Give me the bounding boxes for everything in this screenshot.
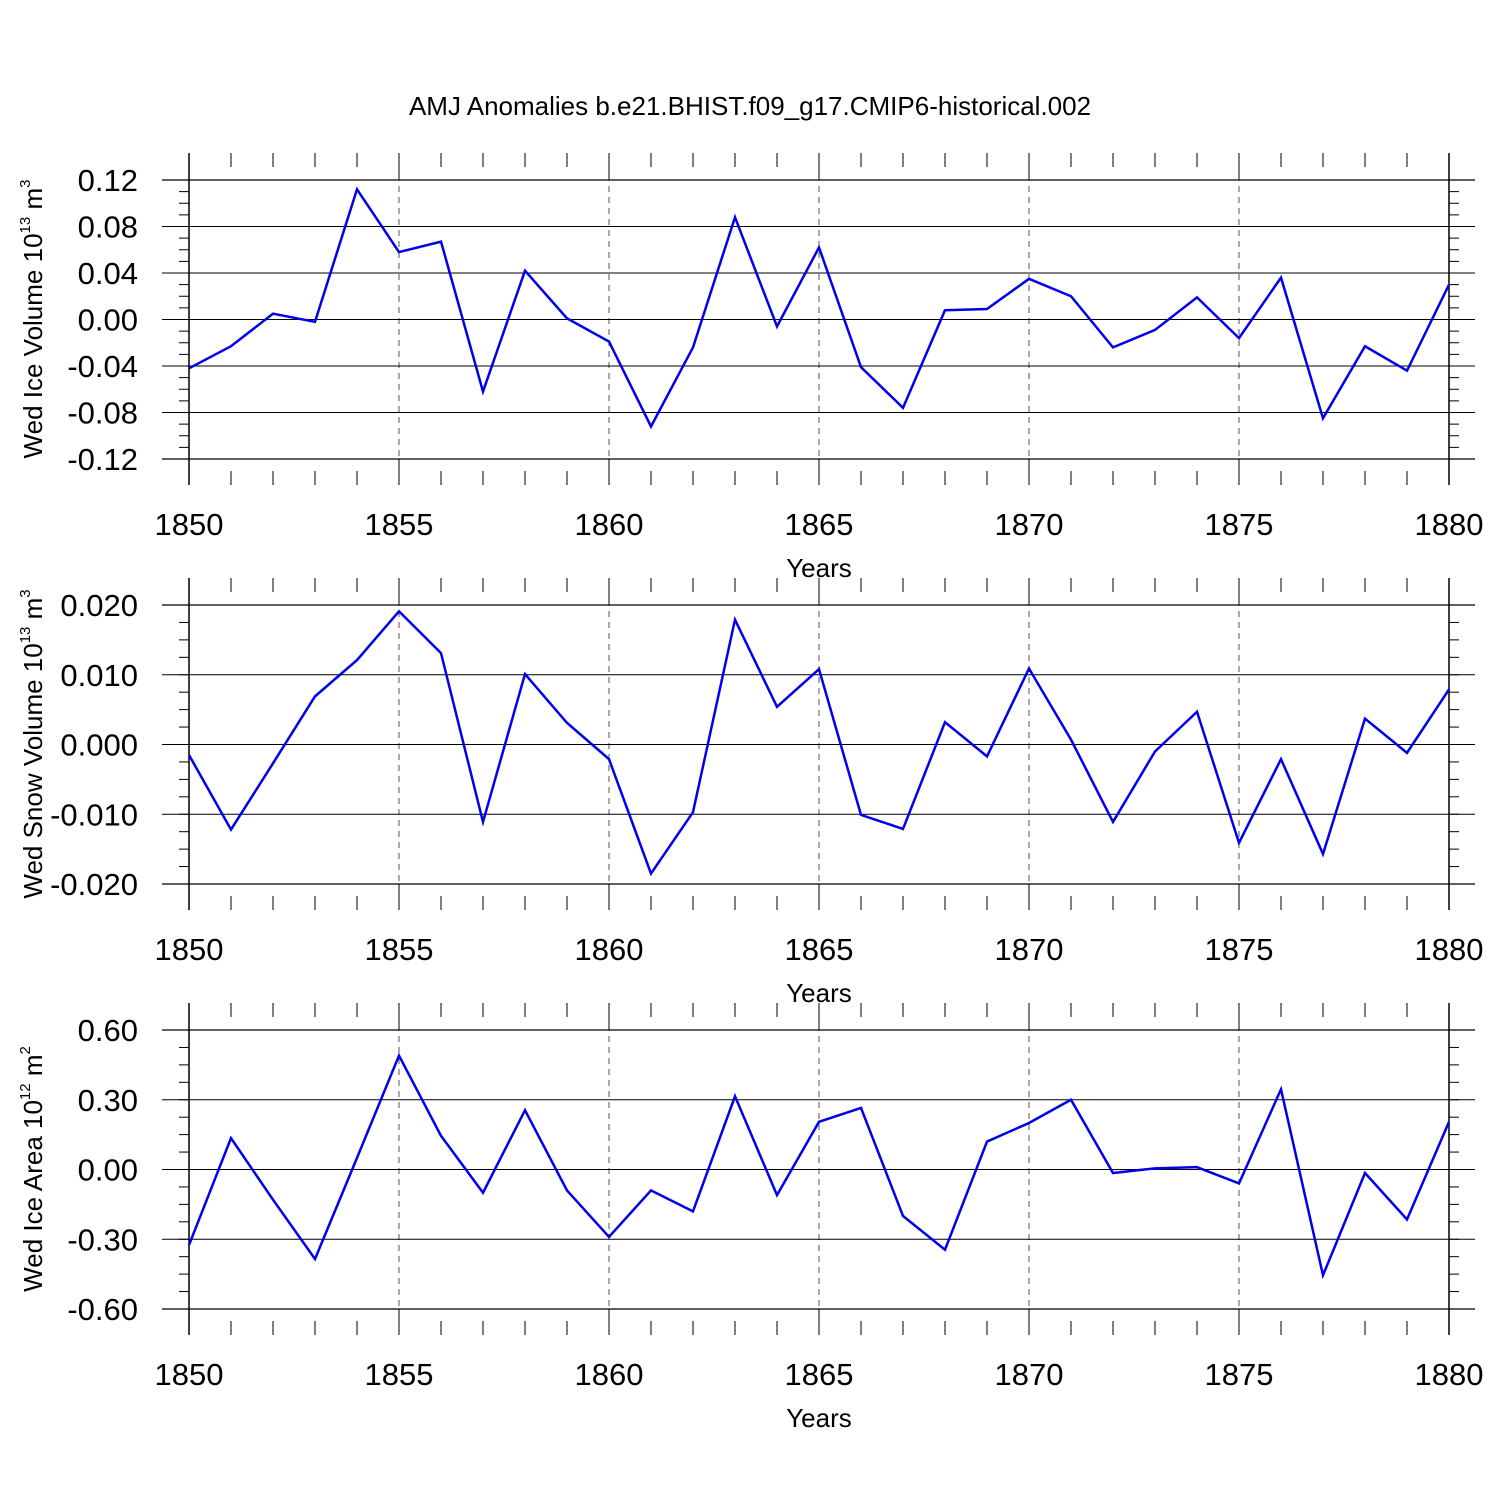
y-tick-label: 0.60 [78,1013,138,1048]
y-tick-label: -0.010 [50,797,138,832]
y-tick-label: -0.12 [67,442,138,477]
y-tick-label: 0.020 [60,588,138,623]
chart-title: AMJ Anomalies b.e21.BHIST.f09_g17.CMIP6-… [409,91,1091,121]
y-axis-label-superscript: 12 [17,1083,34,1100]
y-axis-label-text: Wed Ice Area 10 [18,1100,48,1292]
x-tick-label: 1850 [155,1357,224,1392]
y-axis-label-superscript: 13 [17,217,34,234]
x-tick-label: 1880 [1415,1357,1484,1392]
y-tick-label: 0.04 [78,256,138,291]
y-axis-label-text: Wed Ice Volume 10 [18,233,48,458]
y-axis-label-text: Wed Snow Volume 10 [18,643,48,898]
x-tick-label: 1875 [1205,1357,1274,1392]
y-axis-label-superscript: 2 [17,1046,34,1054]
y-tick-label: 0.12 [78,163,138,198]
y-tick-label: -0.30 [67,1222,138,1257]
x-tick-label: 1855 [365,1357,434,1392]
y-axis-label-superscript: 13 [17,627,34,644]
x-tick-label: 1875 [1205,507,1274,542]
y-axis-label: Wed Snow Volume 1013 m3 [17,589,48,898]
series-line [187,1052,1451,1280]
x-tick-label: 1865 [785,507,854,542]
y-tick-label: 0.00 [78,1153,138,1188]
series-line [188,186,1451,430]
panel-2: -0.020 -0.010 0.000 0.010 0.020 1850 1855 1860 1… [17,578,1483,1008]
x-tick-label: 1865 [785,932,854,967]
x-tick-label: 1875 [1205,932,1274,967]
x-tick-label: 1860 [575,1357,644,1392]
x-tick-label: 1850 [155,507,224,542]
y-axis-label-text: m [18,188,48,217]
y-tick-label: 0.000 [60,728,138,763]
x-axis-label: Years [786,1403,852,1433]
x-tick-label: 1865 [785,1357,854,1392]
y-tick-label: 0.30 [78,1083,138,1118]
y-tick-label: 0.010 [60,658,138,693]
x-tick-label: 1855 [365,932,434,967]
x-tick-label: 1870 [995,507,1064,542]
y-axis-label-superscript: 3 [17,180,34,188]
y-axis-label-text: m [18,1055,48,1084]
series-line [187,609,1451,877]
panels: -0.12 -0.08 -0.04 0.00 0.04 0.08 0.12 1850 1855 1… [17,153,1483,1433]
y-tick-label: -0.60 [67,1292,138,1327]
y-tick-label: 0.08 [78,210,138,245]
x-tick-label: 1850 [155,932,224,967]
y-axis-label: Wed Ice Volume 1013 m3 [17,180,48,459]
x-tick-label: 1870 [995,932,1064,967]
y-axis-label-superscript: 3 [17,589,34,597]
x-tick-label: 1880 [1415,507,1484,542]
y-tick-label: -0.08 [67,396,138,431]
x-tick-label: 1860 [575,507,644,542]
x-tick-label: 1855 [365,507,434,542]
y-tick-label: 0.00 [78,303,138,338]
panel-1: -0.12 -0.08 -0.04 0.00 0.04 0.08 0.12 1850 1855 1… [17,153,1483,583]
y-axis-label: Wed Ice Area 1012 m2 [17,1046,48,1292]
y-axis-label-text: m [18,598,48,627]
x-tick-label: 1870 [995,1357,1064,1392]
x-tick-label: 1880 [1415,932,1484,967]
y-tick-label: -0.04 [67,349,138,384]
y-tick-label: -0.020 [50,867,138,902]
panel-3: -0.60 -0.30 0.00 0.30 0.60 1850 1855 1860 1865 18… [17,1003,1483,1433]
x-tick-label: 1860 [575,932,644,967]
